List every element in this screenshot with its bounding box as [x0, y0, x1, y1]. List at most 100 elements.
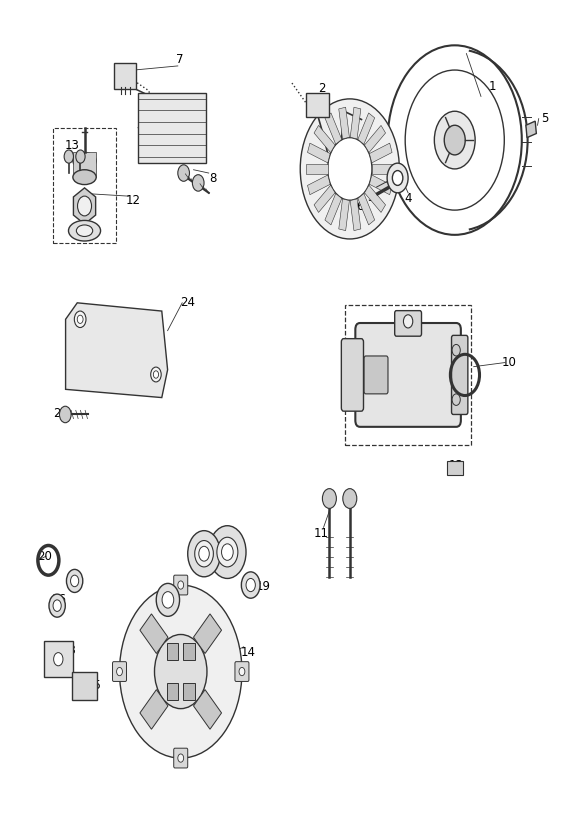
Circle shape — [343, 489, 357, 508]
Polygon shape — [314, 125, 335, 152]
Circle shape — [222, 544, 233, 560]
FancyBboxPatch shape — [364, 356, 388, 394]
Polygon shape — [140, 614, 168, 653]
Polygon shape — [325, 113, 342, 144]
Text: 8: 8 — [209, 172, 216, 185]
Circle shape — [53, 600, 61, 611]
Polygon shape — [364, 185, 385, 213]
FancyBboxPatch shape — [395, 311, 422, 336]
Polygon shape — [339, 107, 349, 139]
Polygon shape — [358, 113, 375, 144]
Text: 24: 24 — [181, 297, 195, 309]
Circle shape — [117, 667, 122, 676]
Circle shape — [452, 344, 461, 356]
Circle shape — [192, 175, 204, 191]
Text: 13: 13 — [64, 138, 79, 152]
FancyBboxPatch shape — [183, 644, 195, 660]
Text: 21: 21 — [222, 533, 237, 546]
Circle shape — [246, 578, 255, 592]
FancyBboxPatch shape — [451, 335, 468, 414]
FancyBboxPatch shape — [447, 461, 463, 475]
FancyBboxPatch shape — [72, 672, 97, 700]
Ellipse shape — [69, 221, 100, 241]
Polygon shape — [314, 185, 335, 213]
Circle shape — [77, 316, 83, 324]
Circle shape — [120, 585, 242, 758]
FancyBboxPatch shape — [174, 748, 188, 768]
Polygon shape — [194, 690, 222, 729]
Circle shape — [452, 394, 461, 405]
Polygon shape — [194, 614, 222, 653]
Circle shape — [195, 541, 213, 567]
Text: 13: 13 — [448, 459, 463, 472]
FancyBboxPatch shape — [114, 63, 136, 89]
Circle shape — [199, 546, 209, 561]
Circle shape — [71, 575, 79, 587]
Text: 9: 9 — [399, 342, 406, 355]
Circle shape — [322, 489, 336, 508]
Circle shape — [59, 406, 71, 423]
FancyBboxPatch shape — [167, 683, 178, 700]
Polygon shape — [372, 164, 394, 174]
Circle shape — [444, 125, 465, 155]
Circle shape — [209, 526, 246, 578]
Polygon shape — [325, 194, 342, 225]
Circle shape — [178, 581, 184, 589]
Circle shape — [241, 572, 260, 598]
Circle shape — [78, 196, 92, 216]
Text: 7: 7 — [176, 53, 183, 66]
FancyBboxPatch shape — [183, 683, 195, 700]
Circle shape — [392, 171, 403, 185]
Text: 15: 15 — [87, 679, 102, 692]
Circle shape — [300, 99, 399, 239]
Circle shape — [154, 634, 207, 709]
Circle shape — [75, 311, 86, 328]
Circle shape — [387, 163, 408, 193]
FancyBboxPatch shape — [355, 323, 461, 427]
Bar — [139, 93, 205, 163]
Circle shape — [178, 165, 189, 181]
Circle shape — [153, 371, 159, 378]
Polygon shape — [364, 125, 385, 152]
Polygon shape — [73, 188, 96, 224]
Text: 3: 3 — [367, 191, 374, 204]
Bar — [73, 152, 96, 177]
FancyBboxPatch shape — [306, 93, 329, 117]
Circle shape — [66, 569, 83, 592]
Polygon shape — [140, 690, 168, 729]
FancyBboxPatch shape — [167, 644, 178, 660]
Circle shape — [178, 754, 184, 762]
Circle shape — [403, 315, 413, 328]
Text: 5: 5 — [541, 112, 548, 125]
Polygon shape — [307, 143, 330, 163]
Circle shape — [49, 594, 65, 617]
Circle shape — [151, 368, 161, 382]
Polygon shape — [65, 303, 168, 398]
Circle shape — [156, 583, 180, 616]
Circle shape — [217, 537, 238, 567]
FancyBboxPatch shape — [341, 339, 364, 411]
Polygon shape — [370, 143, 392, 163]
Text: 2: 2 — [318, 82, 325, 96]
Text: 1: 1 — [489, 80, 496, 93]
Ellipse shape — [73, 152, 96, 169]
Text: 18: 18 — [214, 558, 229, 571]
Text: 10: 10 — [502, 356, 517, 369]
Circle shape — [54, 653, 63, 666]
Text: 6: 6 — [357, 199, 364, 213]
Text: 17: 17 — [154, 595, 170, 608]
Polygon shape — [350, 199, 361, 231]
FancyBboxPatch shape — [174, 575, 188, 595]
Polygon shape — [526, 121, 536, 138]
Ellipse shape — [76, 225, 93, 236]
Text: 20: 20 — [37, 550, 52, 563]
Text: 11: 11 — [314, 527, 329, 540]
Circle shape — [188, 531, 220, 577]
Text: 4: 4 — [405, 192, 412, 205]
Polygon shape — [339, 199, 349, 231]
Polygon shape — [370, 175, 392, 194]
FancyBboxPatch shape — [113, 662, 127, 681]
Polygon shape — [306, 164, 328, 174]
Text: 12: 12 — [125, 194, 141, 207]
Text: 22: 22 — [67, 572, 82, 585]
